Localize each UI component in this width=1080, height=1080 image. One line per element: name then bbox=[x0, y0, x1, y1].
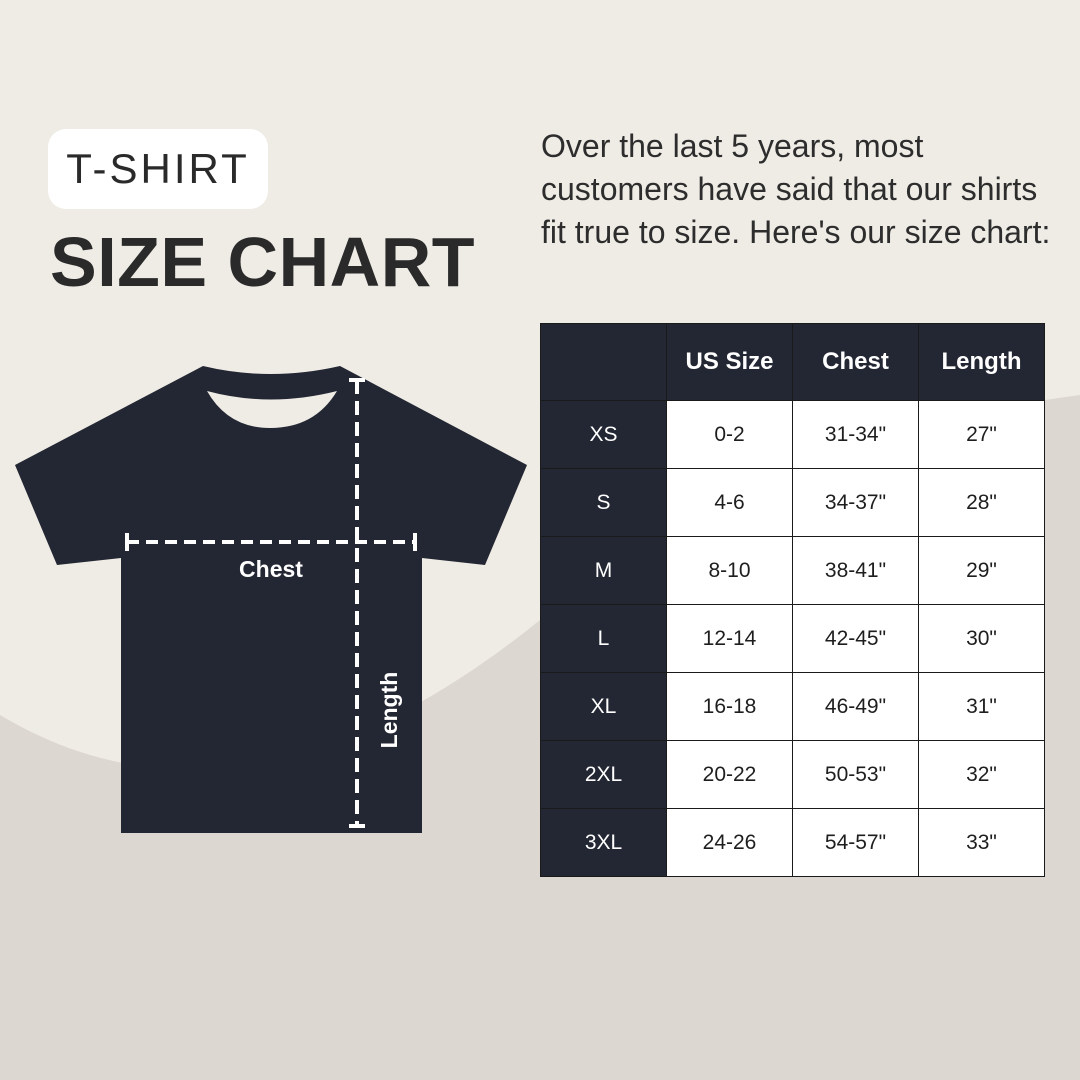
badge-text: T-SHIRT bbox=[66, 145, 250, 192]
cell-us-size: 16-18 bbox=[666, 672, 793, 741]
tshirt-diagram: Chest Length bbox=[15, 366, 527, 833]
cell-us-size: 4-6 bbox=[666, 468, 793, 537]
header-length: Length bbox=[918, 323, 1045, 401]
cell-chest: 54-57" bbox=[792, 808, 919, 877]
cell-chest: 46-49" bbox=[792, 672, 919, 741]
cell-length: 27" bbox=[918, 400, 1045, 469]
cell-size: XS bbox=[540, 400, 667, 469]
cell-length: 32" bbox=[918, 740, 1045, 809]
cell-us-size: 20-22 bbox=[666, 740, 793, 809]
cell-size: M bbox=[540, 536, 667, 605]
table-row: L 12-14 42-45" 30" bbox=[540, 604, 1045, 673]
cell-length: 31" bbox=[918, 672, 1045, 741]
table-row: S 4-6 34-37" 28" bbox=[540, 468, 1045, 537]
cell-size: 3XL bbox=[540, 808, 667, 877]
cell-length: 28" bbox=[918, 468, 1045, 537]
size-table: US Size Chest Length XS 0-2 31-34" 27" S 4-6 3… bbox=[540, 323, 1045, 877]
cell-size: S bbox=[540, 468, 667, 537]
intro-text: Over the last 5 years, most customers ha… bbox=[541, 128, 1051, 250]
cell-us-size: 8-10 bbox=[666, 536, 793, 605]
chest-label: Chest bbox=[239, 556, 303, 582]
header-us-size: US Size bbox=[666, 323, 793, 401]
cell-chest: 34-37" bbox=[792, 468, 919, 537]
cell-chest: 50-53" bbox=[792, 740, 919, 809]
cell-size: L bbox=[540, 604, 667, 673]
header-size bbox=[540, 323, 667, 401]
length-label: Length bbox=[376, 672, 402, 749]
cell-us-size: 24-26 bbox=[666, 808, 793, 877]
table-row: XS 0-2 31-34" 27" bbox=[540, 400, 1045, 469]
cell-chest: 42-45" bbox=[792, 604, 919, 673]
header-chest: Chest bbox=[792, 323, 919, 401]
table-row: M 8-10 38-41" 29" bbox=[540, 536, 1045, 605]
cell-chest: 38-41" bbox=[792, 536, 919, 605]
cell-length: 29" bbox=[918, 536, 1045, 605]
cell-chest: 31-34" bbox=[792, 400, 919, 469]
tshirt-shape bbox=[15, 366, 527, 833]
cell-length: 30" bbox=[918, 604, 1045, 673]
table-row: 3XL 24-26 54-57" 33" bbox=[540, 808, 1045, 877]
cell-size: 2XL bbox=[540, 740, 667, 809]
table-row: XL 16-18 46-49" 31" bbox=[540, 672, 1045, 741]
neck-opening bbox=[207, 391, 337, 428]
table-row: 2XL 20-22 50-53" 32" bbox=[540, 740, 1045, 809]
table-header-row: US Size Chest Length bbox=[540, 323, 1045, 401]
cell-size: XL bbox=[540, 672, 667, 741]
product-badge: T-SHIRT bbox=[48, 129, 268, 209]
cell-us-size: 0-2 bbox=[666, 400, 793, 469]
cell-length: 33" bbox=[918, 808, 1045, 877]
cell-us-size: 12-14 bbox=[666, 604, 793, 673]
page-title: SIZE CHART bbox=[50, 223, 475, 301]
